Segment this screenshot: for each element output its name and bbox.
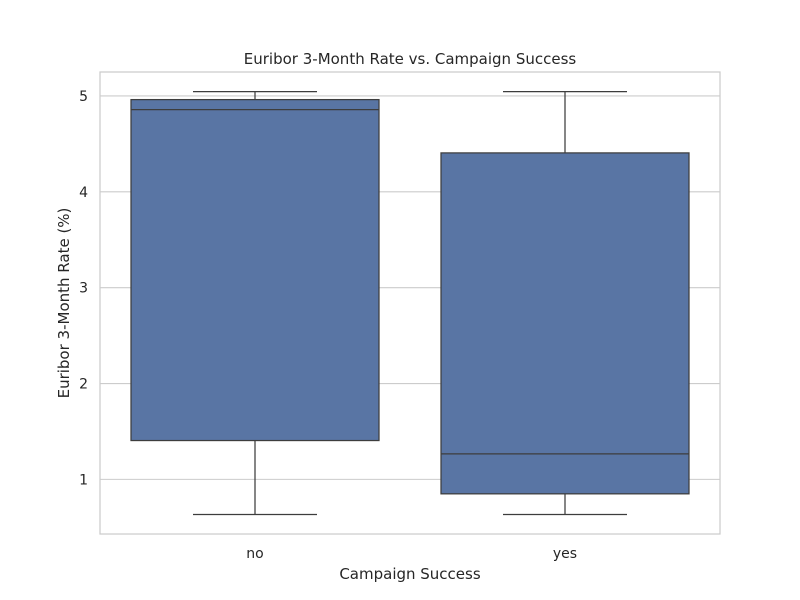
iqr-box [130, 98, 380, 442]
y-tick-label: 5 [79, 89, 88, 105]
y-tick-label: 4 [79, 185, 88, 201]
x-tick-label: yes [553, 546, 577, 562]
y-tick-labels: 1 2 3 4 5 [79, 89, 88, 488]
box-group-no [130, 91, 380, 516]
x-tick-label: no [246, 546, 263, 562]
plot-frame [99, 71, 721, 535]
y-tick-label: 3 [79, 281, 88, 297]
boxes [130, 91, 690, 516]
y-tick-label: 2 [79, 377, 88, 393]
x-tick-labels: no yes [246, 546, 577, 562]
x-axis-label: Campaign Success [339, 565, 481, 583]
box-group-yes [440, 91, 690, 516]
chart-title: Euribor 3-Month Rate vs. Campaign Succes… [244, 50, 577, 68]
y-axis-label: Euribor 3-Month Rate (%) [55, 208, 73, 399]
y-tick-label: 1 [79, 472, 88, 488]
iqr-box [440, 152, 690, 495]
